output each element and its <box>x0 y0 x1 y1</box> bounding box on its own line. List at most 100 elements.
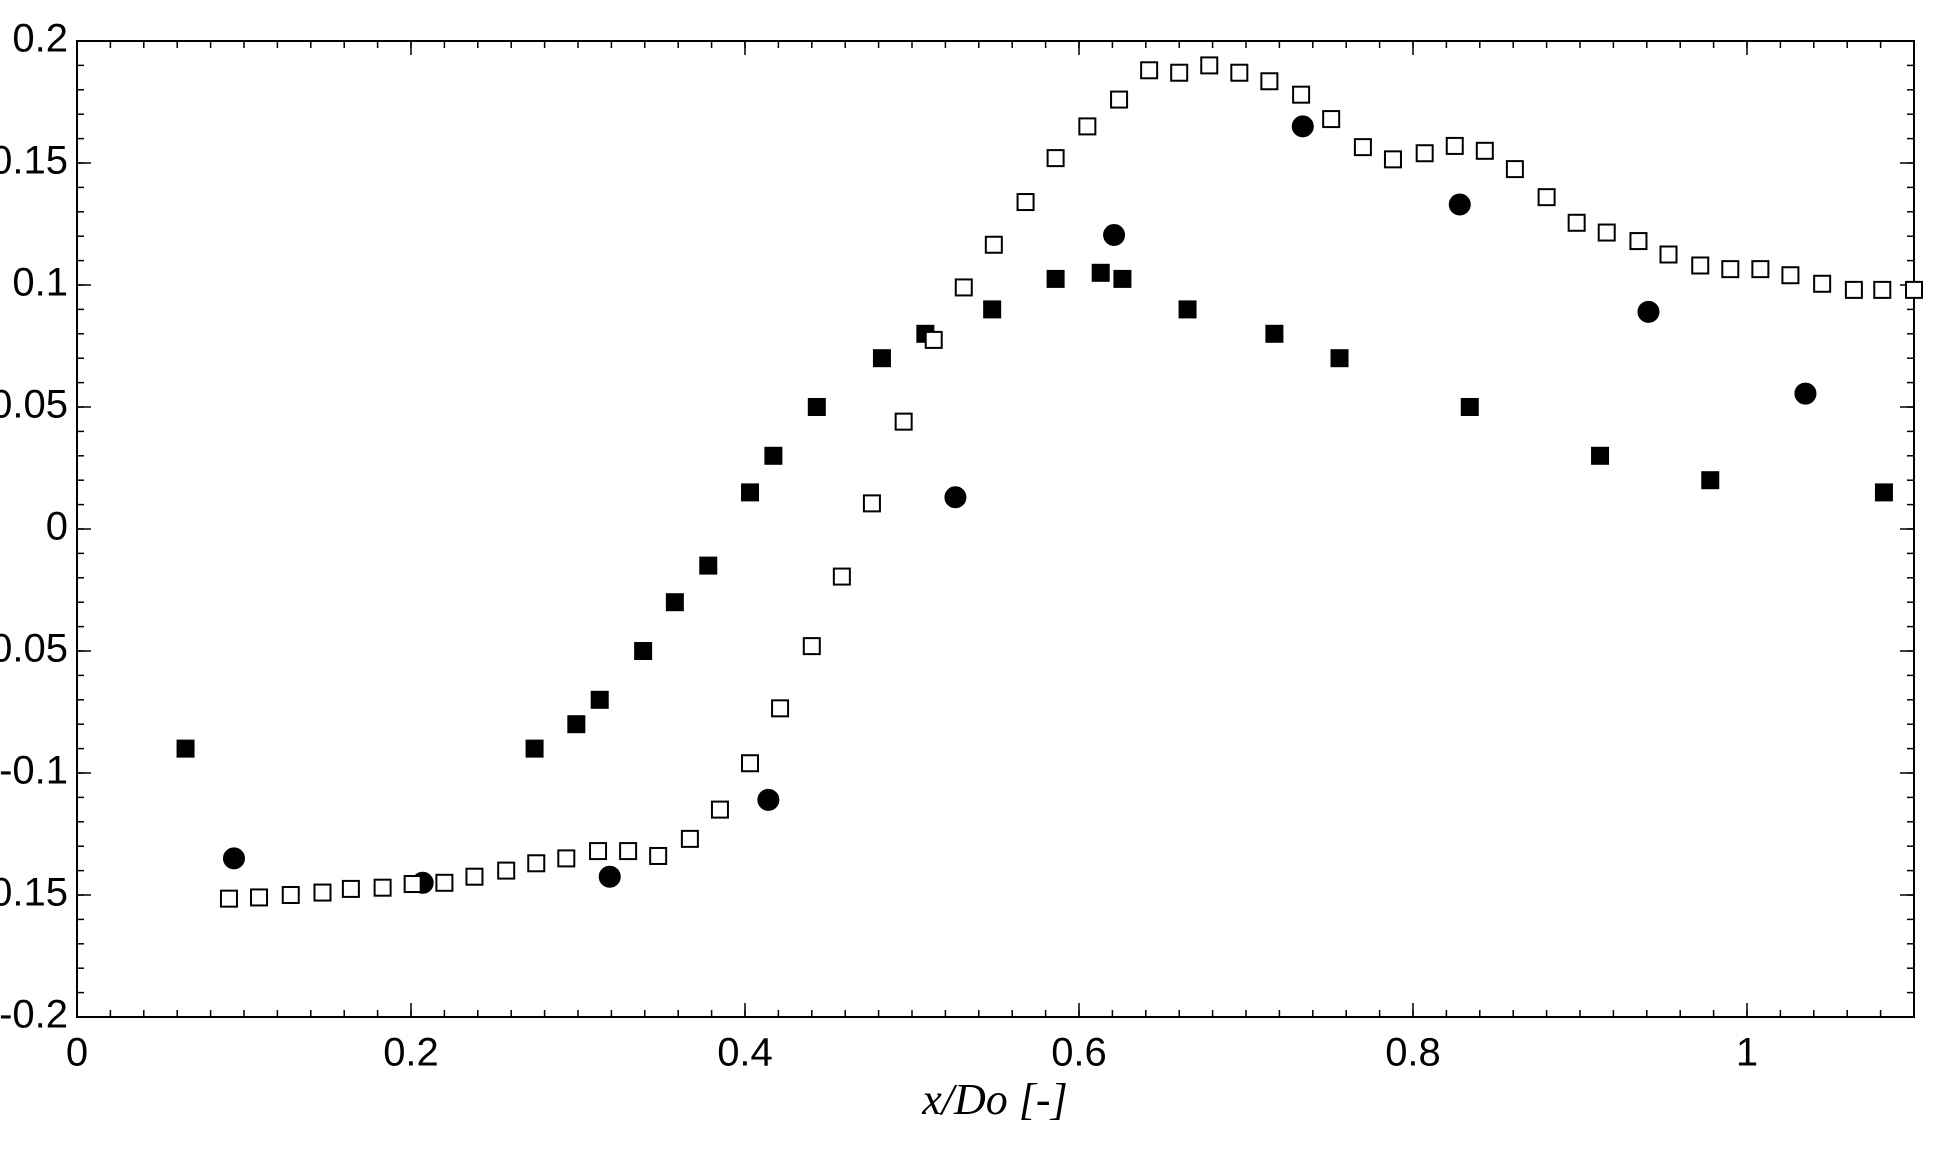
x-tick-label: 0 <box>66 1031 88 1075</box>
point <box>1046 269 1065 288</box>
point <box>832 567 851 586</box>
point <box>862 494 881 513</box>
y-tick-label: 0.1 <box>12 261 68 305</box>
y-tick-label: 0 <box>46 505 68 549</box>
point <box>465 867 484 886</box>
point <box>1629 232 1648 251</box>
point <box>527 854 546 873</box>
point <box>1591 446 1610 465</box>
point <box>1383 150 1402 169</box>
point <box>771 699 790 718</box>
point <box>1874 483 1893 502</box>
point <box>1448 193 1471 216</box>
y-tick-label: -0.15 <box>0 871 68 915</box>
point <box>222 847 245 870</box>
point <box>176 739 195 758</box>
point <box>219 889 238 908</box>
point <box>757 788 780 811</box>
point <box>1537 188 1556 207</box>
point <box>1813 274 1832 293</box>
y-tick-label: -0.2 <box>0 993 68 1037</box>
point <box>924 330 943 349</box>
point <box>954 278 973 297</box>
point <box>1091 263 1110 282</box>
point <box>250 888 269 907</box>
point <box>710 800 729 819</box>
point <box>497 861 516 880</box>
point <box>1170 63 1189 82</box>
point <box>435 873 454 892</box>
point <box>525 739 544 758</box>
point <box>1460 398 1479 416</box>
point <box>1637 300 1660 323</box>
point <box>1200 56 1219 75</box>
point <box>983 300 1002 319</box>
point <box>741 483 760 502</box>
point <box>1113 269 1132 288</box>
point <box>634 642 653 660</box>
point <box>313 883 332 902</box>
point <box>598 865 621 888</box>
point <box>764 446 783 465</box>
x-tick-label: 1 <box>1736 1031 1758 1075</box>
point <box>341 879 360 898</box>
point <box>373 878 392 897</box>
point <box>1701 471 1720 490</box>
point <box>557 849 576 868</box>
point <box>1691 256 1710 275</box>
point <box>1291 115 1314 138</box>
point <box>1597 223 1616 242</box>
point <box>1873 280 1892 299</box>
point <box>1140 61 1159 80</box>
y-tick-label: -0.1 <box>0 749 68 793</box>
point <box>619 842 638 861</box>
point <box>1659 245 1678 264</box>
point <box>403 875 422 894</box>
point <box>1103 223 1126 246</box>
point <box>1322 110 1341 129</box>
x-tick-label: 0.6 <box>1051 1031 1107 1075</box>
point <box>1265 324 1284 343</box>
point <box>1415 144 1434 163</box>
point <box>1721 260 1740 279</box>
y-tick-label: 0.05 <box>0 383 68 427</box>
point <box>872 349 891 368</box>
x-tick-label: 0.4 <box>717 1031 773 1075</box>
point <box>649 846 668 865</box>
point <box>984 235 1003 254</box>
point <box>1078 117 1097 136</box>
point <box>699 556 718 575</box>
x-axis-label: x/Do [-] <box>921 1075 1067 1124</box>
point <box>802 637 821 656</box>
point <box>1505 160 1524 179</box>
x-tick-label: 0.2 <box>383 1031 439 1075</box>
point <box>1445 136 1464 155</box>
point <box>281 886 300 904</box>
point <box>1844 280 1863 299</box>
point <box>1475 141 1494 160</box>
point <box>1905 280 1923 299</box>
point <box>665 593 684 612</box>
point <box>1567 213 1586 232</box>
point <box>1016 193 1035 212</box>
point <box>1046 149 1065 168</box>
x-tick-label: 0.8 <box>1385 1031 1441 1075</box>
y-tick-label: 0.15 <box>0 139 68 183</box>
point <box>944 486 967 509</box>
y-tick-label: 0.2 <box>12 17 68 61</box>
point <box>1353 138 1372 157</box>
plot-frame <box>76 40 1915 1018</box>
point <box>1260 72 1279 91</box>
point <box>680 829 699 848</box>
point <box>1330 349 1349 368</box>
point <box>589 842 608 861</box>
point <box>807 398 826 416</box>
point <box>741 754 760 773</box>
point <box>1178 300 1197 319</box>
point <box>1751 260 1770 279</box>
point <box>1794 382 1817 405</box>
point <box>567 715 586 734</box>
point <box>590 690 609 709</box>
point <box>894 412 913 431</box>
